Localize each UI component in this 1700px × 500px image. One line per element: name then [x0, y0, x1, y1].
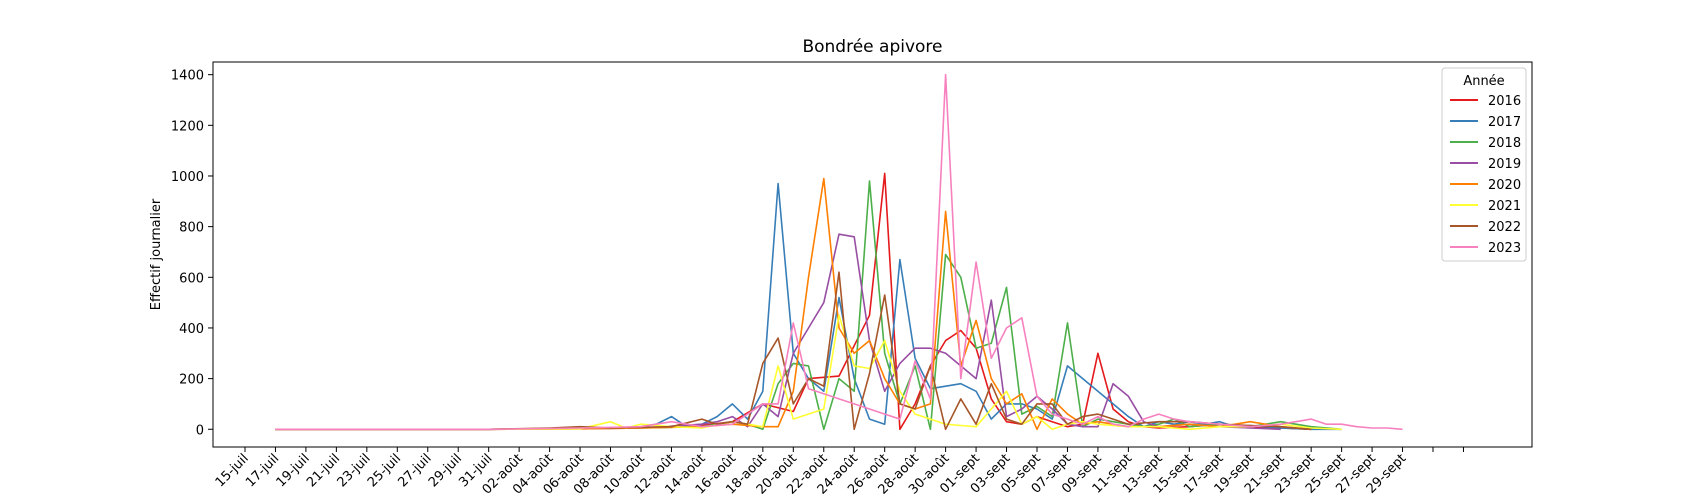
- y-tick-label: 200: [179, 373, 204, 388]
- series-line-2017: [275, 182, 1342, 431]
- legend-label-2021: 2021: [1488, 199, 1521, 214]
- legend-label-2022: 2022: [1488, 220, 1521, 235]
- series-line-2023: [275, 73, 1403, 431]
- y-axis-ticks: 0 200 400 600 800 1000 1200 1400: [171, 69, 213, 438]
- y-tick-label: 600: [179, 271, 204, 286]
- legend-label-2018: 2018: [1488, 136, 1521, 151]
- legend-label-2016: 2016: [1488, 94, 1521, 109]
- legend-box: [1441, 67, 1527, 262]
- series-layer: [275, 73, 1403, 431]
- x-tick-label: 27-juil: [395, 451, 434, 490]
- series-line-2021: [275, 314, 1342, 431]
- y-tick-label: 0: [196, 423, 204, 438]
- plot-frame: [212, 61, 1533, 448]
- legend: Année 2016 2017 2018 2019 2020 2021 2022 2023: [1441, 67, 1527, 262]
- y-tick-label: 1200: [171, 119, 204, 134]
- x-tick-label: 25-juil: [365, 451, 404, 490]
- x-tick-label: 19-juil: [274, 451, 313, 490]
- legend-label-2020: 2020: [1488, 178, 1521, 193]
- x-tick-label: 29-juil: [426, 451, 465, 490]
- y-tick-label: 1000: [171, 170, 204, 185]
- y-axis-label: Effectif journalier: [149, 198, 164, 310]
- y-tick-label: 400: [179, 322, 204, 337]
- x-tick-label: 23-juil: [335, 451, 374, 490]
- legend-items: 2016 2017 2018 2019 2020 2021 2022 2023: [1450, 94, 1521, 256]
- legend-title: Année: [1463, 74, 1504, 89]
- x-tick-label: 17-juil: [243, 451, 282, 490]
- x-tick-label: 15-juil: [213, 451, 252, 490]
- series-line-2018: [275, 180, 1342, 431]
- series-line-2020: [275, 177, 1312, 431]
- legend-label-2019: 2019: [1488, 157, 1521, 172]
- y-tick-label: 1400: [171, 69, 204, 84]
- y-tick-label: 800: [179, 221, 204, 236]
- legend-label-2023: 2023: [1488, 241, 1521, 256]
- legend-label-2017: 2017: [1488, 115, 1521, 130]
- x-axis-ticks: 15-juil17-juil19-juil21-juil23-juil25-ju…: [213, 447, 1464, 498]
- x-tick-label: 21-juil: [304, 451, 343, 490]
- series-line-2022: [275, 271, 1312, 431]
- chart-title: Bondrée apivore: [802, 37, 942, 57]
